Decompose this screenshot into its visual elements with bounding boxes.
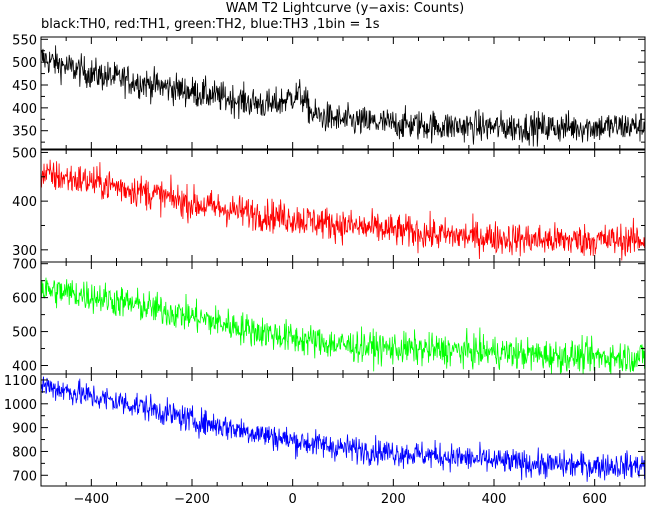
series-line-th0 <box>41 45 645 147</box>
x-tick-label: 0 <box>289 492 297 505</box>
y-tick-label: 450 <box>12 79 37 94</box>
y-tick-label: 500 <box>12 146 37 161</box>
y-tick-label: 550 <box>12 33 37 48</box>
y-tick-label: 400 <box>12 360 37 375</box>
x-tick-label: −200 <box>174 492 210 505</box>
series-line-th2 <box>41 277 645 374</box>
x-tick-label: 200 <box>381 492 406 505</box>
y-tick-label: 300 <box>12 244 37 259</box>
panels-group: 350 400 450 500 550 300 400 500 400 500 600 700 700 8… <box>4 33 646 487</box>
y-tick-label: 500 <box>12 326 37 341</box>
panel-th0: 350 400 450 500 550 <box>12 33 646 150</box>
y-tick-label: 700 <box>12 469 37 484</box>
y-tick-label: 900 <box>12 422 37 437</box>
panel-th2: 400 500 600 700 <box>12 258 646 375</box>
x-axis: −400 −200 0 200 400 600 <box>73 492 607 505</box>
y-tick-label: 1100 <box>4 374 37 389</box>
y-tick-label: 500 <box>12 56 37 71</box>
series-line-th3 <box>41 376 645 482</box>
x-tick-label: −400 <box>73 492 109 505</box>
panel-th3: 700 800 900 1000 1100 <box>4 373 646 487</box>
y-tick-label: 400 <box>12 195 37 210</box>
panel-th1: 300 400 500 <box>12 146 646 263</box>
series-line-th1 <box>41 159 645 261</box>
x-tick-label: 600 <box>582 492 607 505</box>
y-tick-label: 800 <box>12 445 37 460</box>
chart-subtitle: black:TH0, red:TH1, green:TH2, blue:TH3 … <box>41 17 380 32</box>
chart-title: WAM T2 Lightcurve (y−axis: Counts) <box>226 1 464 16</box>
y-tick-label: 400 <box>12 102 37 117</box>
y-tick-label: 1000 <box>4 398 37 413</box>
y-tick-label: 350 <box>12 125 37 140</box>
x-tick-label: 400 <box>482 492 507 505</box>
y-tick-label: 700 <box>12 258 37 273</box>
y-tick-label: 600 <box>12 292 37 307</box>
